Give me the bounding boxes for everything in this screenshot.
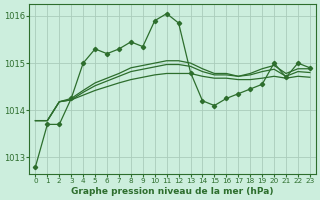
X-axis label: Graphe pression niveau de la mer (hPa): Graphe pression niveau de la mer (hPa) <box>71 187 274 196</box>
